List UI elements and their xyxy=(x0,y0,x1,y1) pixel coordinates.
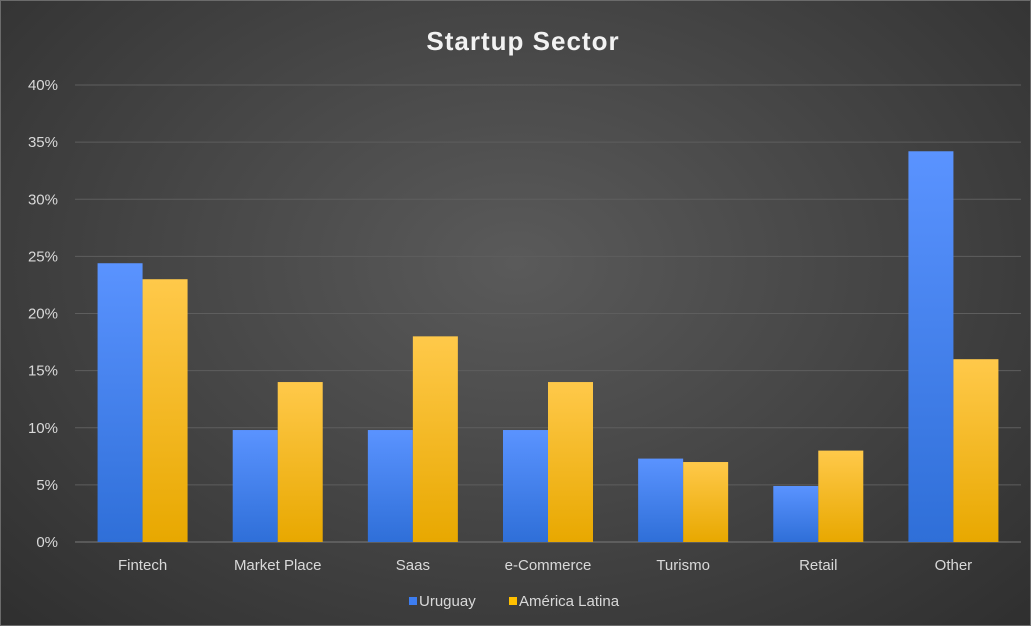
x-category-label: Other xyxy=(935,557,973,574)
bar-uruguay-market-place xyxy=(232,430,278,542)
y-tick-label: 15% xyxy=(28,363,58,380)
y-tick-label: 30% xyxy=(28,191,58,208)
bar-uruguay-turismo xyxy=(638,458,684,542)
bar-am-rica-latina-turismo xyxy=(683,462,729,542)
gridlines xyxy=(75,84,1021,543)
bar-uruguay-e-commerce xyxy=(503,430,548,542)
bar-am-rica-latina-market-place xyxy=(277,382,323,542)
x-category-label: Turismo xyxy=(656,557,710,574)
y-tick-label: 10% xyxy=(28,420,58,437)
bar-uruguay-other xyxy=(908,151,954,542)
legend-swatch xyxy=(409,597,417,605)
bars xyxy=(97,151,999,542)
legend-label: Uruguay xyxy=(419,593,476,610)
bar-am-rica-latina-fintech xyxy=(142,279,188,542)
bar-am-rica-latina-saas xyxy=(412,336,458,542)
bar-uruguay-fintech xyxy=(97,263,143,542)
x-category-label: Fintech xyxy=(118,557,167,574)
x-category-label: e-Commerce xyxy=(505,557,592,574)
legend-swatch xyxy=(509,597,517,605)
legend: Uruguay América Latina xyxy=(409,593,620,610)
chart-title: Startup Sector xyxy=(426,26,619,56)
y-tick-label: 25% xyxy=(28,248,58,265)
x-category-label: Saas xyxy=(396,557,430,574)
legend-label: América Latina xyxy=(519,593,620,610)
y-tick-label: 20% xyxy=(28,306,58,323)
x-axis-category-labels: Fintech Market Place Saas e-Commerce Turismo… xyxy=(118,557,972,574)
bar-uruguay-retail xyxy=(773,486,819,542)
y-tick-label: 0% xyxy=(36,534,58,551)
y-tick-label: 35% xyxy=(28,134,58,151)
y-tick-label: 40% xyxy=(28,77,58,94)
bar-am-rica-latina-e-commerce xyxy=(548,382,593,542)
bar-am-rica-latina-other xyxy=(953,359,999,542)
x-category-label: Retail xyxy=(799,557,837,574)
x-category-label: Market Place xyxy=(234,557,322,574)
y-axis-tick-labels: 0% 5% 10% 15% 20% 25% 30% 35% 40% xyxy=(28,77,58,551)
bar-uruguay-saas xyxy=(367,430,413,542)
bar-am-rica-latina-retail xyxy=(818,450,864,542)
y-tick-label: 5% xyxy=(36,477,58,494)
